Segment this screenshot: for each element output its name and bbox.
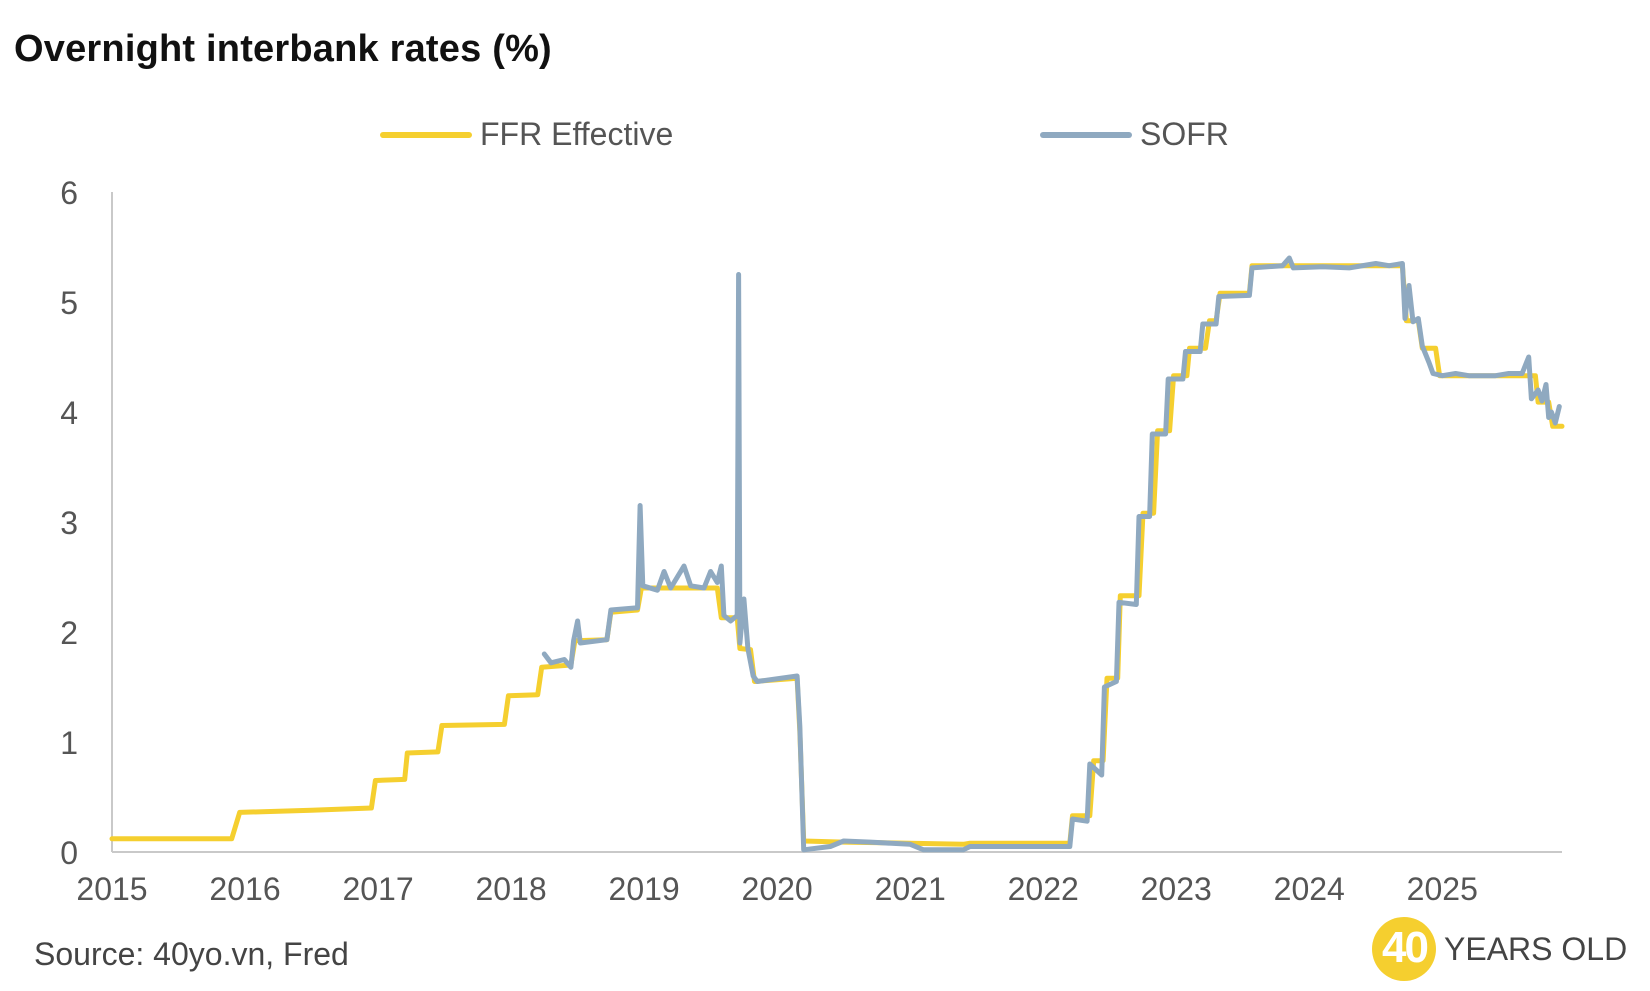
- y-tick-label: 4: [60, 395, 78, 431]
- brand-logo: 40 YEARS OLD: [1372, 917, 1627, 981]
- legend: FFR Effective SOFR: [0, 110, 1650, 160]
- y-tick-label: 2: [60, 615, 78, 651]
- legend-item-sofr: SOFR: [1040, 116, 1229, 153]
- legend-item-ffr: FFR Effective: [380, 116, 673, 153]
- source-note: Source: 40yo.vn, Fred: [34, 936, 349, 972]
- y-tick-label: 0: [60, 835, 78, 871]
- x-tick-label: 2024: [1274, 871, 1345, 907]
- series-line-ffr: [109, 263, 1565, 847]
- x-axis: 2015 2016 2017 2018 2019 2020 2021 2022 2023 2024…: [76, 871, 1477, 907]
- y-tick-label: 5: [60, 285, 78, 321]
- series-layer: [109, 255, 1565, 853]
- y-tick-label: 3: [60, 505, 78, 541]
- x-tick-label: 2017: [342, 871, 413, 907]
- legend-swatch-ffr: [380, 131, 472, 138]
- logo-badge: 40: [1372, 917, 1436, 981]
- legend-label-sofr: SOFR: [1140, 116, 1229, 152]
- chart-title: Overnight interbank rates (%): [14, 28, 552, 70]
- y-tick-label: 1: [60, 725, 78, 761]
- y-axis: 0 1 2 3 4 5 6: [60, 175, 78, 871]
- x-tick-label: 2025: [1407, 871, 1478, 907]
- logo-number: 40: [1382, 923, 1429, 972]
- x-tick-label: 2020: [742, 871, 813, 907]
- legend-label-ffr: FFR Effective: [480, 116, 674, 152]
- y-tick-label: 6: [60, 175, 78, 211]
- x-tick-label: 2022: [1008, 871, 1079, 907]
- x-tick-label: 2016: [209, 871, 280, 907]
- series-line-sofr: [541, 255, 1562, 853]
- logo-text: YEARS OLD: [1444, 930, 1628, 967]
- x-tick-label: 2018: [475, 871, 546, 907]
- x-tick-label: 2015: [76, 871, 147, 907]
- x-tick-label: 2023: [1141, 871, 1212, 907]
- legend-swatch-sofr: [1040, 131, 1132, 138]
- x-tick-label: 2021: [875, 871, 946, 907]
- x-tick-label: 2019: [609, 871, 680, 907]
